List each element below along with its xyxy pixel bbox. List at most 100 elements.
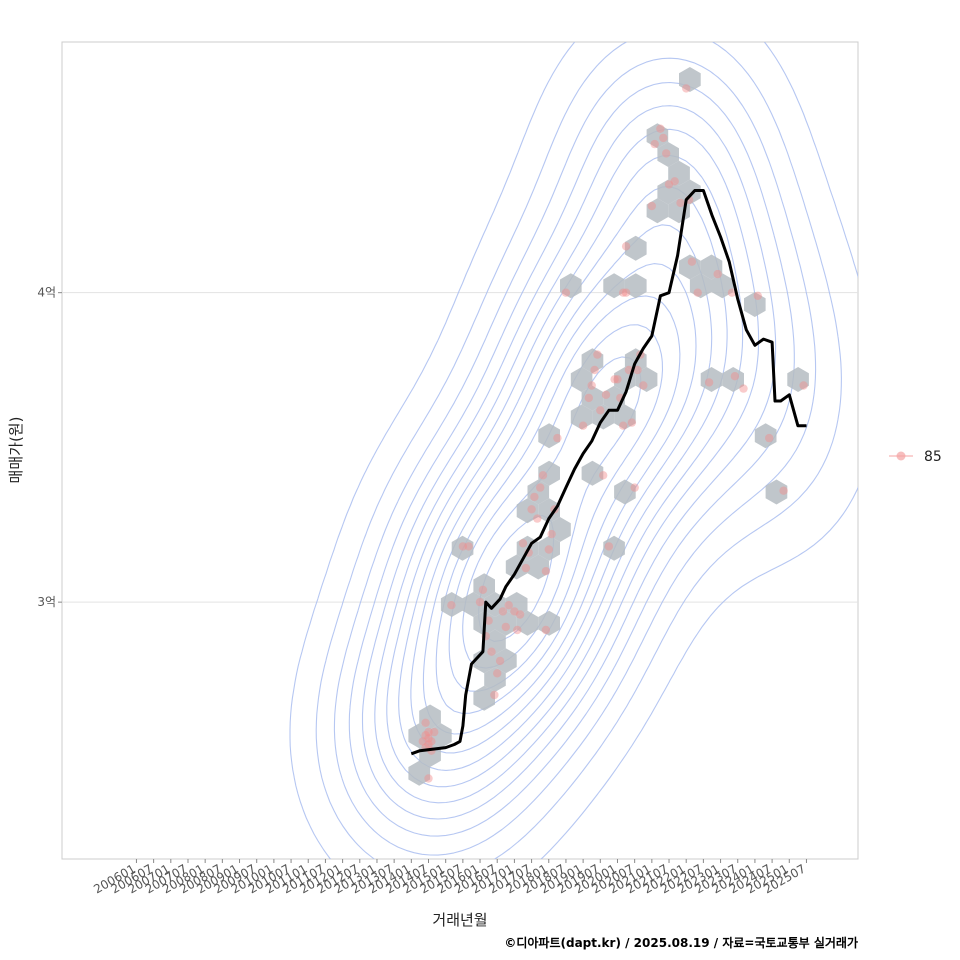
data-point bbox=[613, 375, 622, 384]
data-point bbox=[590, 365, 599, 375]
legend: 85 bbox=[889, 449, 942, 465]
hexbin bbox=[495, 610, 517, 636]
hexbin bbox=[538, 498, 560, 524]
hexbin bbox=[603, 535, 625, 561]
hexbin bbox=[754, 423, 777, 449]
hexbin bbox=[538, 460, 560, 486]
data-point bbox=[587, 381, 596, 390]
hexbin bbox=[462, 592, 485, 617]
hexbin bbox=[538, 610, 560, 636]
hexbin bbox=[624, 235, 647, 261]
data-point bbox=[464, 542, 473, 551]
hexbin bbox=[538, 535, 560, 561]
data-point bbox=[527, 505, 536, 514]
density-contour bbox=[386, 154, 744, 788]
data-point bbox=[510, 607, 519, 616]
data-point bbox=[627, 418, 636, 427]
data-point bbox=[670, 177, 679, 186]
data-point bbox=[619, 288, 628, 297]
data-point bbox=[553, 433, 562, 443]
data-point bbox=[430, 727, 439, 737]
data-point bbox=[533, 514, 542, 523]
data-point bbox=[495, 656, 505, 666]
hexbin bbox=[581, 385, 604, 411]
hexbin bbox=[560, 273, 582, 299]
data-point bbox=[630, 483, 639, 492]
data-point bbox=[610, 375, 619, 384]
hexbin bbox=[679, 254, 701, 280]
density-contour bbox=[315, 42, 842, 859]
hexbin bbox=[527, 479, 550, 505]
density-contour bbox=[333, 57, 817, 856]
data-point bbox=[656, 124, 665, 133]
data-point bbox=[427, 737, 436, 746]
hexbin bbox=[538, 423, 560, 449]
hexbin bbox=[451, 535, 474, 561]
data-point bbox=[478, 585, 488, 594]
data-point bbox=[639, 381, 648, 390]
data-point bbox=[727, 288, 737, 297]
trend-line bbox=[410, 189, 807, 756]
data-point bbox=[753, 291, 762, 300]
hexbin bbox=[614, 404, 636, 430]
data-point bbox=[541, 625, 551, 635]
data-point bbox=[713, 269, 722, 279]
data-point bbox=[664, 180, 674, 189]
data-point bbox=[621, 242, 631, 251]
y-tick-label: 3억 bbox=[37, 595, 56, 609]
data-point bbox=[544, 545, 553, 554]
density-contour bbox=[289, 42, 858, 859]
legend-point-key bbox=[896, 451, 906, 461]
hexbin bbox=[570, 404, 593, 430]
data-point bbox=[458, 542, 468, 551]
hexbin bbox=[657, 179, 679, 205]
density-contour bbox=[410, 224, 713, 754]
hexbin bbox=[408, 723, 431, 749]
hexbin bbox=[744, 292, 766, 317]
hexbin bbox=[473, 685, 495, 711]
data-point bbox=[536, 483, 545, 492]
data-point bbox=[659, 133, 668, 143]
caption: ©디아파트(dapt.kr) / 2025.08.19 / 자료=국토교통부 실… bbox=[504, 935, 858, 950]
data-point bbox=[599, 471, 608, 480]
data-point bbox=[501, 622, 510, 632]
data-point bbox=[687, 257, 697, 266]
data-point bbox=[541, 567, 551, 576]
density-contour bbox=[398, 186, 728, 771]
hexbin bbox=[679, 179, 701, 205]
data-point bbox=[584, 393, 593, 403]
hexbin bbox=[603, 273, 625, 299]
data-point bbox=[504, 601, 513, 610]
hexbin bbox=[668, 160, 690, 186]
hexbin-layer bbox=[408, 67, 809, 786]
data-point bbox=[447, 601, 456, 610]
data-point bbox=[424, 774, 433, 783]
legend-label: 85 bbox=[924, 449, 942, 465]
data-point bbox=[547, 529, 556, 539]
transaction-points bbox=[418, 84, 808, 783]
density-contour bbox=[361, 105, 777, 820]
data-point bbox=[424, 734, 433, 743]
hexbin bbox=[787, 367, 809, 392]
data-point bbox=[518, 539, 528, 548]
data-point bbox=[498, 607, 508, 616]
data-point bbox=[424, 740, 433, 749]
data-point bbox=[418, 737, 427, 746]
data-point bbox=[676, 198, 685, 208]
data-point bbox=[693, 288, 702, 297]
plot-panel bbox=[61, 41, 859, 860]
data-point bbox=[530, 492, 539, 502]
hexbin bbox=[581, 460, 604, 486]
y-axis-ticks: 3억 4억 bbox=[37, 286, 62, 609]
hexbin bbox=[570, 367, 593, 392]
data-point bbox=[421, 718, 430, 727]
data-point bbox=[647, 201, 656, 211]
data-point bbox=[475, 597, 485, 607]
hexbin bbox=[430, 723, 452, 749]
data-point bbox=[490, 690, 499, 700]
hexbin bbox=[549, 517, 571, 542]
hexbin bbox=[408, 760, 431, 786]
data-point bbox=[513, 625, 522, 635]
hexbin bbox=[657, 142, 679, 167]
